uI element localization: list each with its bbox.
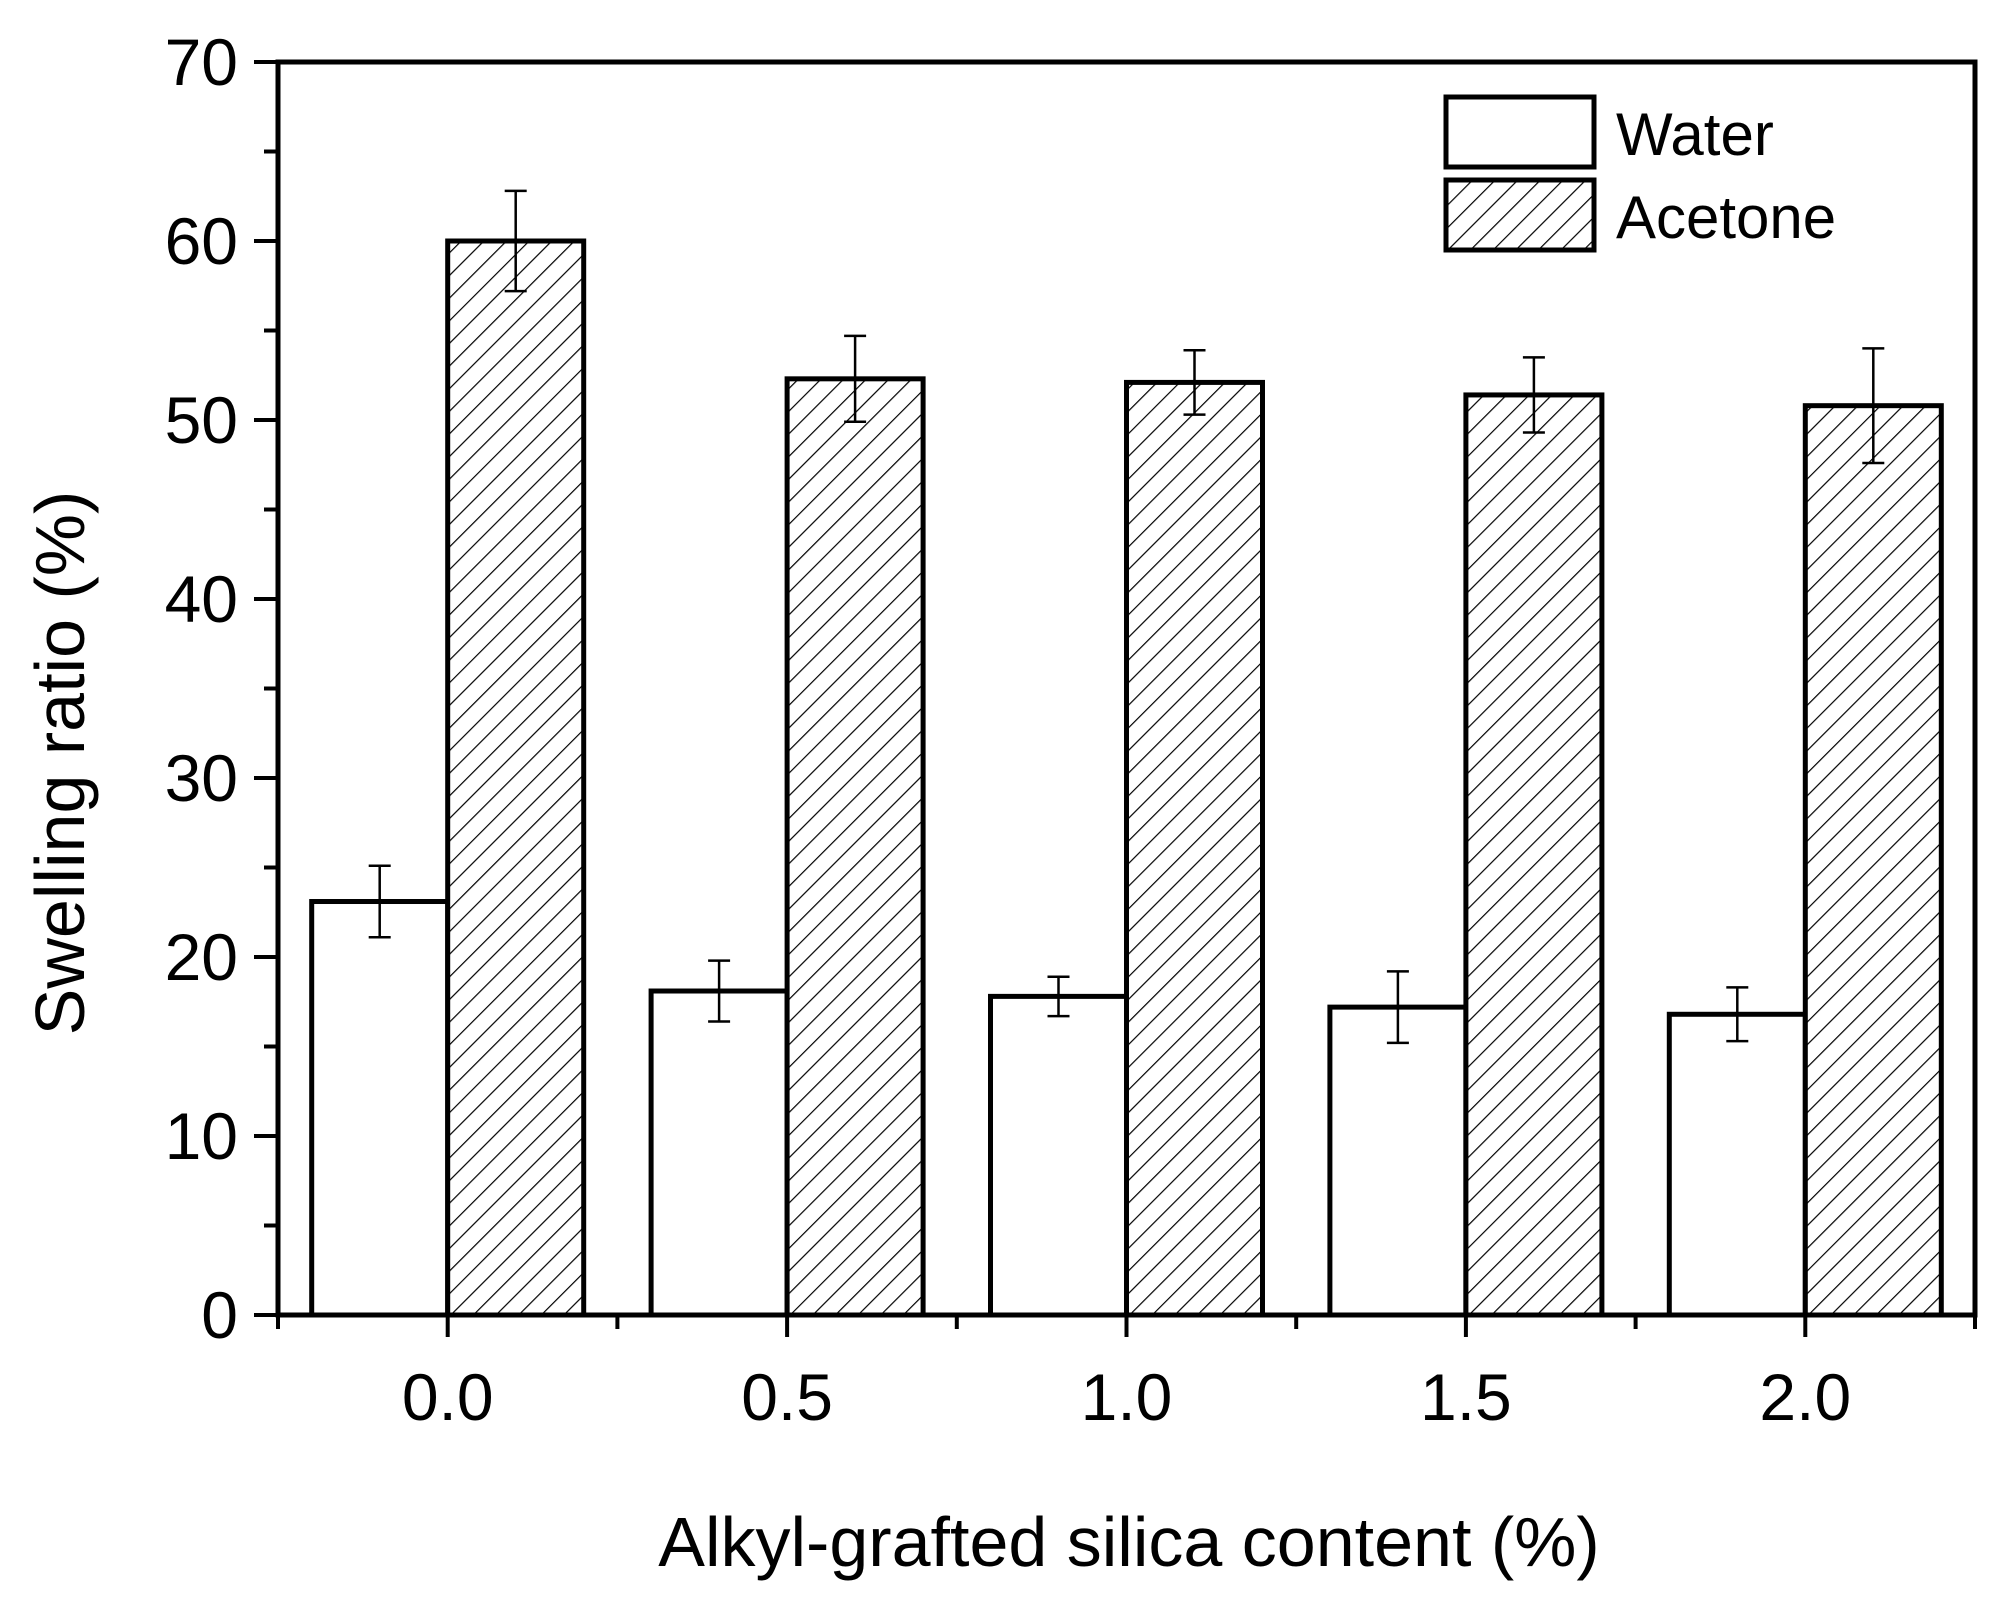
x-tick-label-1: 0.5 bbox=[741, 1360, 833, 1434]
legend-label-acetone: Acetone bbox=[1616, 184, 1836, 251]
bar-acetone-3 bbox=[1463, 392, 1605, 1318]
y-tick-label-4: 40 bbox=[165, 562, 238, 636]
bar-water-4 bbox=[1666, 1011, 1808, 1318]
bar-water-3 bbox=[1327, 1004, 1469, 1318]
x-tick-label-2: 1.0 bbox=[1081, 1360, 1173, 1434]
plot-area bbox=[309, 189, 1944, 1318]
x-tick-label-0: 0.0 bbox=[402, 1360, 494, 1434]
axes: 0.0 0.5 1.0 1.5 2.0 0 10 20 30 40 50 60 70 bbox=[165, 25, 1977, 1434]
legend: Water Acetone bbox=[1443, 94, 1836, 253]
y-tick-label-6: 60 bbox=[165, 204, 238, 278]
y-tick-label-7: 70 bbox=[165, 25, 238, 99]
y-tick-label-1: 10 bbox=[165, 1099, 238, 1173]
y-tick-label-3: 30 bbox=[165, 741, 238, 815]
bar-acetone-1 bbox=[784, 376, 926, 1318]
x-axis-title: Alkyl-grafted silica content (%) bbox=[658, 1503, 1599, 1581]
bar-acetone-2 bbox=[1124, 379, 1265, 1318]
y-tick-label-5: 50 bbox=[165, 383, 238, 457]
bar-water-2 bbox=[988, 993, 1129, 1318]
bar-acetone-4 bbox=[1802, 403, 1944, 1318]
bar-water-0 bbox=[309, 899, 451, 1318]
y-tick-label-0: 0 bbox=[201, 1278, 238, 1352]
legend-label-water: Water bbox=[1616, 101, 1774, 168]
bar-acetone-0 bbox=[445, 238, 587, 1318]
legend-swatch-water bbox=[1443, 94, 1597, 170]
legend-swatch-acetone bbox=[1443, 177, 1597, 253]
y-tick-label-2: 20 bbox=[165, 920, 238, 994]
bar-water-1 bbox=[648, 988, 790, 1318]
x-tick-label-4: 2.0 bbox=[1759, 1360, 1851, 1434]
x-tick-label-3: 1.5 bbox=[1420, 1360, 1512, 1434]
y-axis-title: Swelling ratio (%) bbox=[21, 491, 99, 1036]
